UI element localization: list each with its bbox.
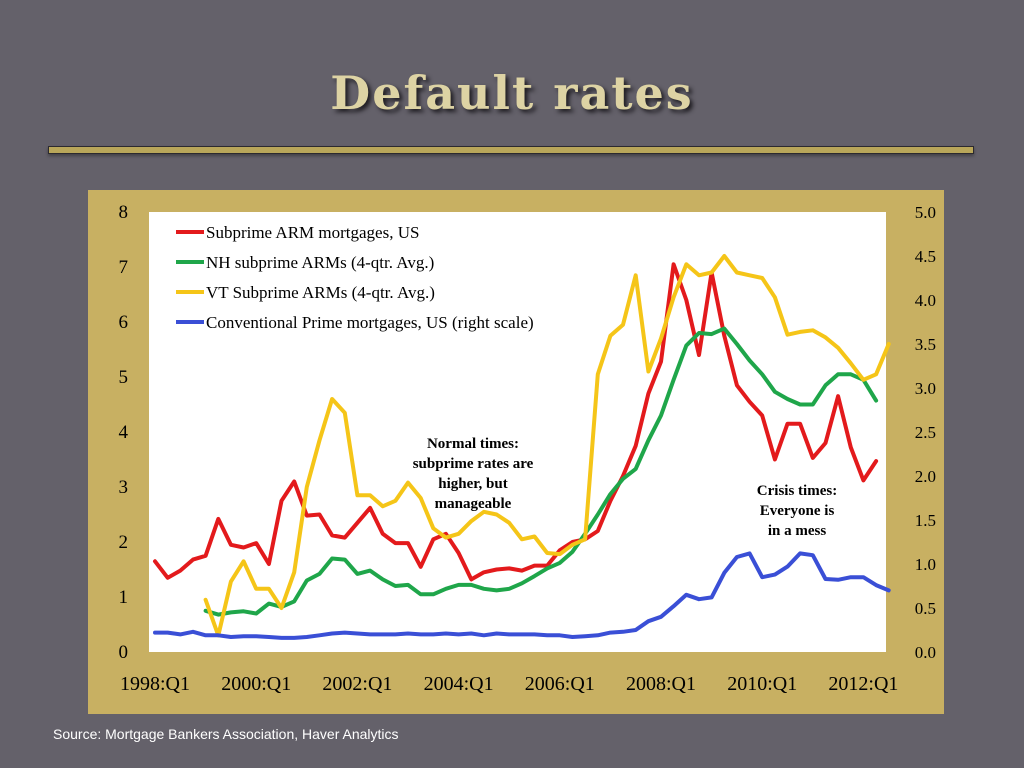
series-line-1 [203, 326, 879, 617]
annotation-0-line: subprime rates are [413, 456, 534, 472]
slide-title: Default rates [330, 66, 694, 120]
right-tick-label: 1.5 [915, 511, 936, 530]
left-tick-label: 0 [119, 642, 129, 663]
right-axis: 0.0 0.5 1.0 1.5 2.0 2.5 3.0 3.5 4.0 4.5 5.0 [915, 203, 936, 662]
x-tick-label: 1998:Q1 [120, 673, 190, 695]
right-tick-label: 3.0 [915, 379, 936, 398]
annotations: Normal times: subprime rates are higher, b… [413, 436, 837, 539]
left-tick-label: 5 [119, 367, 129, 388]
x-tick-label: 2000:Q1 [221, 673, 291, 695]
annotation-1-line: Everyone is [760, 503, 835, 519]
right-tick-label: 0.5 [915, 599, 936, 618]
annotation-0-line: manageable [435, 496, 512, 512]
right-tick-label: 4.5 [915, 247, 936, 266]
x-tick-label: 2012:Q1 [828, 673, 898, 695]
legend-label-2: VT Subprime ARMs (4-qtr. Avg.) [206, 283, 435, 302]
series-line-3 [153, 551, 891, 640]
right-tick-label: 3.5 [915, 335, 936, 354]
x-axis: 1998:Q1 2000:Q1 2002:Q1 2004:Q1 2006:Q1 2008:… [120, 673, 898, 695]
annotation-0-line: higher, but [438, 476, 507, 492]
x-tick-label: 2002:Q1 [322, 673, 392, 695]
x-tick-label: 2008:Q1 [626, 673, 696, 695]
left-tick-label: 3 [119, 477, 129, 498]
right-tick-label: 1.0 [915, 555, 936, 574]
right-tick-label: 0.0 [915, 643, 936, 662]
x-tick-label: 2006:Q1 [525, 673, 595, 695]
right-tick-label: 4.0 [915, 291, 936, 310]
x-tick-label: 2010:Q1 [727, 673, 797, 695]
title-rule [48, 146, 974, 154]
left-tick-label: 4 [119, 422, 129, 443]
legend-label-1: NH subprime ARMs (4-qtr. Avg.) [206, 253, 434, 272]
left-tick-label: 6 [119, 312, 129, 333]
legend-label-3: Conventional Prime mortgages, US (right … [206, 313, 534, 332]
chart-frame: 0 1 2 3 4 5 6 7 8 0.0 0.5 1.0 1.5 2.0 2.5 3.0 3.5 4.0 4.5… [88, 190, 944, 714]
left-tick-label: 8 [119, 202, 129, 223]
right-tick-label: 2.0 [915, 467, 936, 486]
left-tick-label: 2 [119, 532, 129, 553]
series-line-0 [153, 262, 879, 582]
left-axis: 0 1 2 3 4 5 6 7 8 [119, 202, 129, 663]
left-tick-label: 1 [119, 587, 129, 608]
annotation-1-line: Crisis times: [757, 483, 837, 499]
left-tick-label: 7 [119, 257, 129, 278]
annotation-0-line: Normal times: [427, 436, 519, 452]
right-tick-label: 5.0 [915, 203, 936, 222]
series-lines [153, 254, 891, 640]
x-tick-label: 2004:Q1 [424, 673, 494, 695]
series-line-2 [203, 254, 891, 638]
right-tick-label: 2.5 [915, 423, 936, 442]
legend: Subprime ARM mortgages, US NH subprime AR… [176, 223, 534, 332]
default-rates-chart: 0 1 2 3 4 5 6 7 8 0.0 0.5 1.0 1.5 2.0 2.5 3.0 3.5 4.0 4.5… [119, 202, 937, 695]
legend-label-0: Subprime ARM mortgages, US [206, 223, 419, 242]
annotation-1-line: in a mess [768, 523, 827, 539]
source-note: Source: Mortgage Bankers Association, Ha… [53, 726, 399, 742]
